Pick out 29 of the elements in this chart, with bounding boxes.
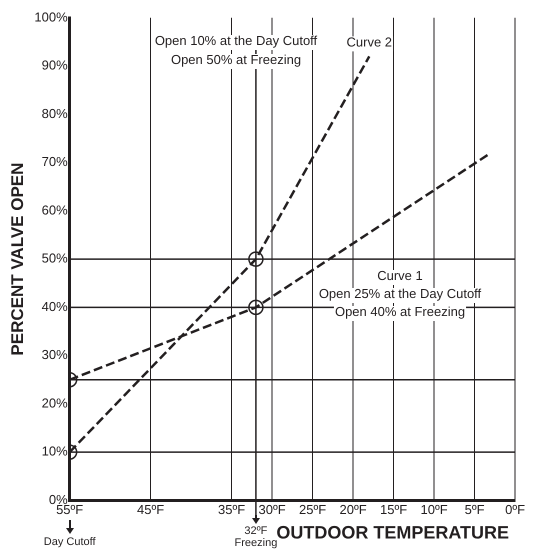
text: Day Cutoff: [44, 536, 96, 548]
y-tick-label: 20%: [42, 395, 68, 410]
x-tick-label: 15ºF: [380, 502, 408, 517]
x-tick-label: 5ºF: [464, 502, 485, 517]
series-label: Curve 2: [346, 34, 392, 50]
x-tick-label: 0ºF: [505, 502, 526, 517]
y-tick-label: 30%: [42, 347, 68, 362]
text: Curve 1: [377, 268, 423, 284]
y-tick-label: 70%: [42, 154, 68, 170]
y-tick-label: 60%: [42, 202, 68, 218]
y-tick-label: 100%: [34, 9, 68, 24]
y-tick-label: 50%: [42, 250, 68, 266]
x-tick-label: 25ºF: [299, 502, 326, 517]
x-tick-label: 30ºF: [258, 502, 286, 517]
annotation: Open 25% at the Day Cutoff: [318, 286, 482, 302]
y-tick-label: 40%: [42, 298, 68, 314]
annotation: Open 40% at Freezing: [334, 304, 466, 320]
annotation: Open 10% at the Day Cutoff: [154, 33, 318, 48]
y-tick-label: 10%: [42, 444, 68, 459]
x-tick-label: 20ºF: [340, 502, 367, 517]
y-tick-label: 80%: [42, 106, 68, 121]
annotation: Open 50% at Freezing: [170, 52, 302, 68]
x-axis-title: OUTDOOR TEMPERATURE: [276, 522, 510, 542]
x-tick-label: 10ºF: [420, 502, 448, 517]
x-tick-label: 45ºF: [137, 502, 164, 517]
y-tick-label: 90%: [42, 58, 68, 73]
x-tick-label: 35ºF: [218, 502, 246, 517]
ref-line-label: 32ºF Freezing: [234, 524, 278, 549]
y-axis-title: PERCENT VALVE OPEN: [8, 162, 27, 356]
